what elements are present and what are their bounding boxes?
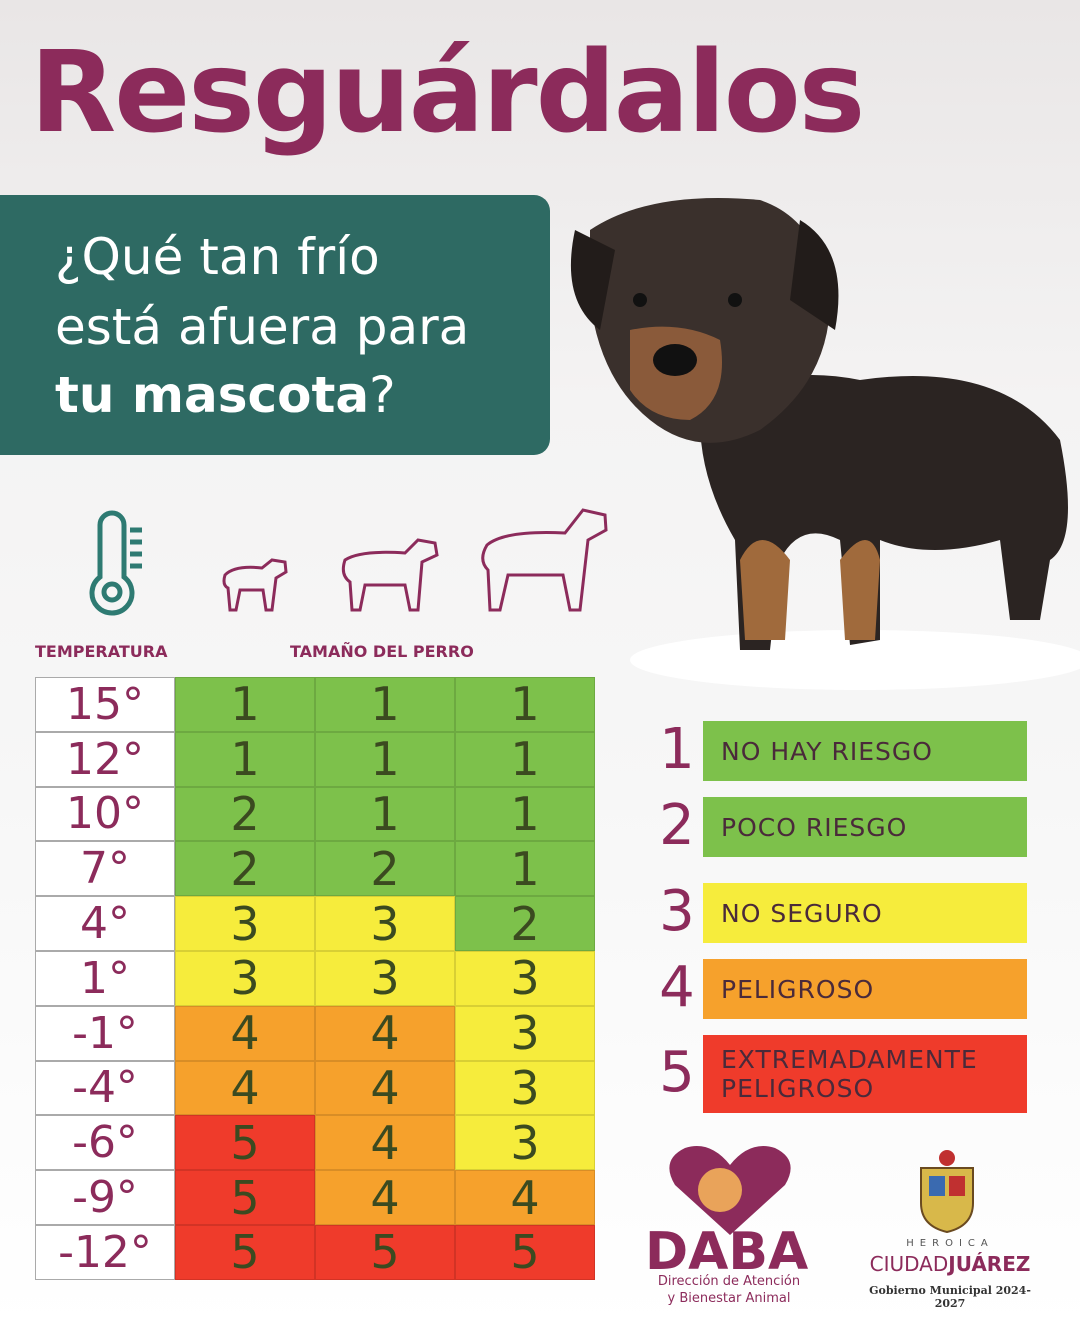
- risk-cell: 3: [315, 896, 455, 951]
- size-header: TAMAÑO DEL PERRO: [290, 642, 474, 661]
- risk-cell: 3: [315, 951, 455, 1006]
- daba-line: y Bienestar Animal: [667, 1291, 791, 1306]
- risk-cell: 3: [455, 1115, 595, 1171]
- risk-cell: 1: [315, 677, 455, 732]
- risk-cell: 1: [175, 677, 315, 732]
- risk-cell: 4: [315, 1115, 455, 1171]
- thermometer-icon: [89, 510, 142, 616]
- city: CIUDAD: [869, 1252, 949, 1276]
- risk-cell: 1: [175, 731, 315, 787]
- legend-box: NO SEGURO: [703, 883, 1027, 943]
- dog-size-icons: [222, 508, 608, 612]
- legend-number: 2: [659, 793, 695, 858]
- question-bold: tu mascota: [55, 366, 370, 424]
- temperature: 7°: [35, 841, 175, 897]
- legend-label: NO SEGURO: [721, 898, 883, 928]
- risk-cell: 1: [455, 731, 595, 787]
- risk-cell: 2: [175, 786, 315, 842]
- risk-cell: 4: [455, 1170, 595, 1225]
- risk-cell: 2: [315, 841, 455, 897]
- title: Resguárdalos: [30, 28, 865, 158]
- temperature: 12°: [35, 731, 175, 787]
- legend-label: PELIGROSO: [721, 974, 875, 1004]
- juarez-top: HEROICA: [906, 1238, 994, 1249]
- risk-cell: 3: [455, 1060, 595, 1116]
- legend-number: 3: [659, 879, 695, 944]
- daba-heart: [669, 1146, 791, 1235]
- risk-cell: 4: [315, 1170, 455, 1225]
- legend-number: 1: [659, 717, 695, 782]
- temperature: -4°: [35, 1060, 175, 1116]
- risk-cell: 5: [175, 1225, 315, 1280]
- risk-cell: 3: [175, 896, 315, 951]
- temperature: 1°: [35, 951, 175, 1006]
- temperature: 4°: [35, 896, 175, 951]
- risk-cell: 2: [175, 841, 315, 897]
- question-line: está afuera para: [55, 298, 470, 356]
- legend-box: PELIGROSO: [703, 959, 1027, 1019]
- daba-name: DABA: [645, 1222, 809, 1282]
- city-bold: JUÁREZ: [948, 1252, 1031, 1276]
- legend-label: EXTREMADAMENTE: [721, 1045, 978, 1074]
- risk-cell: 1: [455, 677, 595, 732]
- temperature-header: TEMPERATURA: [35, 642, 168, 661]
- risk-cell: 5: [175, 1170, 315, 1225]
- legend-label: NO HAY RIESGO: [721, 736, 933, 766]
- risk-cell: 1: [455, 786, 595, 842]
- risk-cell: 1: [315, 731, 455, 787]
- risk-cell: 3: [455, 1005, 595, 1061]
- risk-cell: 3: [455, 951, 595, 1006]
- daba-line: Dirección de Atención: [657, 1274, 801, 1289]
- risk-cell: 4: [315, 1005, 455, 1061]
- risk-cell: 5: [175, 1115, 315, 1171]
- legend-label: PELIGROSO: [721, 1074, 875, 1103]
- risk-cell: 4: [315, 1060, 455, 1116]
- question-line: tu mascota?: [55, 366, 396, 424]
- risk-cell: 4: [175, 1005, 315, 1061]
- temperature: -1°: [35, 1005, 175, 1061]
- legend-box: POCO RIESGO: [703, 797, 1027, 857]
- temperature: -12°: [35, 1225, 175, 1280]
- temperature: 10°: [35, 786, 175, 842]
- risk-cell: 5: [455, 1225, 595, 1280]
- temperature: -6°: [35, 1115, 175, 1171]
- legend-box: NO HAY RIESGO: [703, 721, 1027, 781]
- question-line: ¿Qué tan frío: [55, 228, 380, 286]
- temperature: 15°: [35, 677, 175, 732]
- temperature: -9°: [35, 1170, 175, 1225]
- risk-cell: 2: [455, 896, 595, 951]
- juarez-city: CIUDADJUÁREZ: [860, 1252, 1040, 1276]
- risk-cell: 4: [175, 1060, 315, 1116]
- risk-cell: 5: [315, 1225, 455, 1280]
- question-end: ?: [369, 366, 396, 424]
- dog-photo: [570, 198, 1080, 690]
- juarez-gov: Gobierno Municipal 2024-2027: [869, 1284, 1031, 1310]
- risk-cell: 3: [175, 951, 315, 1006]
- legend-box: EXTREMADAMENTE PELIGROSO: [703, 1035, 1027, 1113]
- legend-number: 4: [659, 955, 695, 1020]
- risk-cell: 1: [455, 841, 595, 897]
- legend-label: POCO RIESGO: [721, 812, 908, 842]
- legend-number: 5: [659, 1040, 695, 1105]
- question-box: [0, 195, 550, 455]
- risk-cell: 1: [315, 786, 455, 842]
- coat-of-arms: [920, 1150, 974, 1234]
